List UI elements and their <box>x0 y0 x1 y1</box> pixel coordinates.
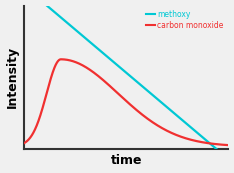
Y-axis label: Intensity: Intensity <box>6 46 18 108</box>
X-axis label: time: time <box>110 154 142 167</box>
Legend: methoxy, carbon monoxide: methoxy, carbon monoxide <box>145 9 225 31</box>
